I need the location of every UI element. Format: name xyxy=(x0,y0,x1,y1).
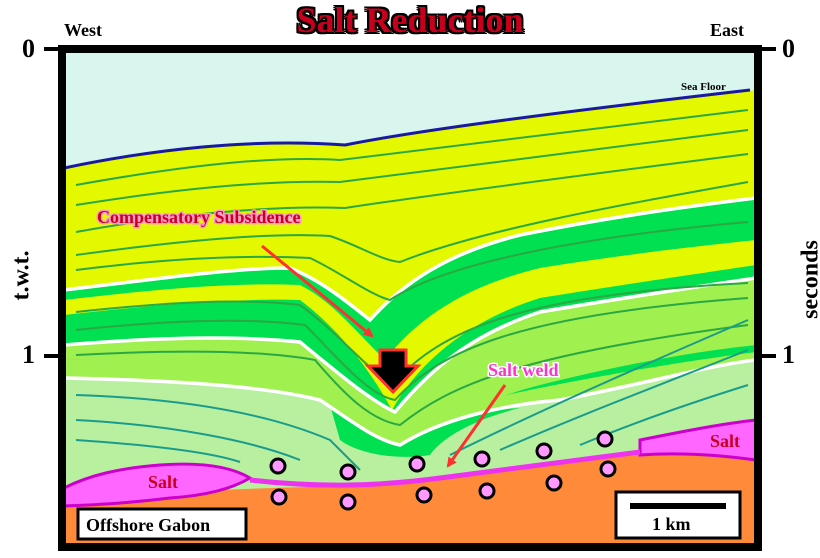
salt-left-label: Salt xyxy=(148,472,178,492)
weld-marker xyxy=(270,488,288,506)
salt-body-right xyxy=(638,418,756,462)
horizon-8 xyxy=(75,324,749,427)
trough-fill xyxy=(330,405,520,457)
scale-label: 1 km xyxy=(652,514,691,534)
horizon-2 xyxy=(75,129,749,206)
boundary-1 xyxy=(64,196,756,323)
page-title: Salt Reduction xyxy=(296,0,524,40)
horizon-3 xyxy=(75,153,749,233)
right-tick-1: 1 xyxy=(782,340,795,369)
left-tick-1: 1 xyxy=(22,340,35,369)
boundary-2 xyxy=(64,276,756,415)
weld-marker xyxy=(545,474,563,492)
weld-marker xyxy=(408,455,426,473)
weld-marker xyxy=(535,442,553,460)
deep-horizon-3 xyxy=(75,439,241,463)
sea-floor-label: Sea Floor xyxy=(681,81,726,93)
horizon-1 xyxy=(75,109,749,186)
weld-marker xyxy=(339,493,357,511)
east-label: East xyxy=(710,20,745,40)
left-tick-0: 0 xyxy=(22,34,35,63)
scale-box xyxy=(614,490,742,540)
deep-horizon-5 xyxy=(499,349,749,451)
right-tick-0: 0 xyxy=(782,34,795,63)
deep-horizon-1 xyxy=(75,394,361,471)
sea-floor-line xyxy=(64,88,751,170)
weld-marker xyxy=(339,463,357,481)
weld-marker xyxy=(478,482,496,500)
location-box xyxy=(76,507,248,541)
weld-marker xyxy=(599,460,617,478)
location-label: Offshore Gabon xyxy=(86,515,210,535)
weld-marker xyxy=(415,486,433,504)
boundary-3 xyxy=(64,358,756,447)
deep-horizon-4 xyxy=(449,319,749,456)
salt-right-label: Salt xyxy=(710,431,740,451)
salt-weld-label: Salt weld xyxy=(488,360,559,380)
section-frame xyxy=(58,45,762,551)
weld-marker xyxy=(269,457,287,475)
horizon-7 xyxy=(75,297,749,402)
deep-horizon-2 xyxy=(75,419,301,461)
horizon-5 xyxy=(75,221,749,302)
subsidence-down-arrow-icon xyxy=(364,348,422,395)
weld-marker xyxy=(473,450,491,468)
compensatory-subsidence-label: Compensatory Subsidence xyxy=(97,207,301,227)
salt-weld-arrow xyxy=(446,384,507,468)
west-label: West xyxy=(64,20,102,40)
subsidence-arrow xyxy=(261,244,374,338)
salt-weld-line xyxy=(249,449,641,488)
horizon-6 xyxy=(75,282,749,387)
salt-body-left xyxy=(64,462,253,508)
weld-marker xyxy=(596,430,614,448)
horizon-4 xyxy=(75,181,749,264)
